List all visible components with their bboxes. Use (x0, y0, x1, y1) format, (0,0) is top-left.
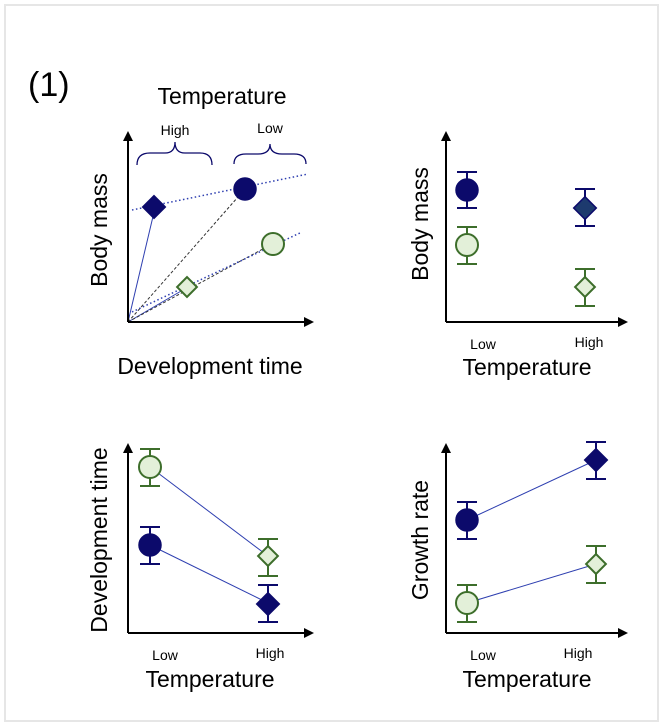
trend-light-d (466, 563, 597, 604)
marker-c-high-light-diamond (256, 544, 280, 568)
marker-d-low-light-circle (455, 591, 479, 615)
panel-a: Temperature High Low Body mass Developme… (86, 83, 314, 379)
trend-dark-c (149, 544, 269, 604)
marker-dark-diamond (141, 194, 167, 220)
panel-a-y-label: Body mass (86, 173, 112, 287)
panel-d-y-label: Growth rate (407, 480, 433, 600)
marker-light-diamond (175, 275, 199, 299)
figure-frame (4, 4, 659, 722)
panel-d-tick-high: High (564, 645, 593, 661)
guide-origin-light-circle (127, 243, 273, 323)
panel-b-tick-low: Low (470, 336, 497, 352)
panel-d-tick-low: Low (470, 647, 497, 663)
marker-d-high-light-diamond (584, 552, 608, 576)
marker-low-light-circle (455, 233, 479, 257)
panel-c-tick-high: High (256, 645, 285, 661)
marker-d-high-dark-diamond (583, 447, 609, 473)
panel-a-header: Temperature (157, 83, 286, 109)
panel-a-x-label: Development time (117, 353, 302, 379)
panel-d: Low High Temperature Growth rate (407, 441, 628, 692)
panel-b-y-label: Body mass (407, 167, 433, 281)
marker-c-low-light-circle (138, 455, 162, 479)
panel-b-x-label: Temperature (462, 354, 591, 380)
panel-d-x-label: Temperature (462, 666, 591, 692)
brace-high (136, 141, 213, 166)
trend-light-c (149, 466, 269, 557)
marker-d-low-dark-circle (455, 508, 479, 532)
marker-high-dark-diamond (572, 195, 598, 221)
marker-low-dark-circle (455, 178, 479, 202)
marker-dark-circle (233, 177, 257, 201)
marker-c-high-dark-diamond (255, 591, 281, 617)
panel-b-tick-high: High (575, 334, 604, 350)
guide-origin-low-dark (127, 188, 246, 323)
marker-c-low-dark-circle (138, 533, 162, 557)
brace-low (233, 143, 307, 165)
marker-light-circle (261, 232, 285, 256)
marker-high-light-diamond (573, 275, 597, 299)
trend-dark-d (466, 459, 597, 521)
figure-label: (1) (28, 66, 70, 104)
group-label-high: High (161, 122, 190, 138)
panel-c-tick-low: Low (152, 647, 179, 663)
panel-c: Low High Temperature Development time (86, 443, 314, 692)
panel-b: Low High Temperature Body mass (407, 131, 628, 380)
panel-c-y-label: Development time (86, 447, 112, 632)
panel-c-x-label: Temperature (145, 666, 274, 692)
group-label-low: Low (257, 120, 284, 136)
guide-high-dark (127, 207, 156, 323)
